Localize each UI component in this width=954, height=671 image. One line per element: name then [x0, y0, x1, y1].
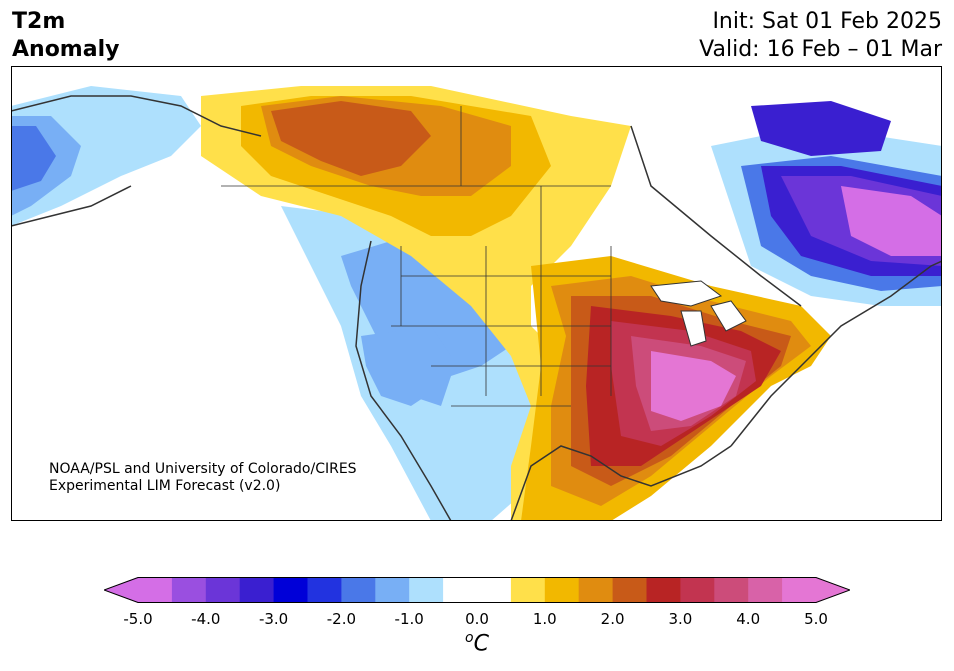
- unit-label: oC: [465, 630, 489, 656]
- unit-base: C: [473, 631, 489, 657]
- title-right: Init: Sat 01 Feb 2025 Valid: 16 Feb – 01…: [699, 8, 942, 64]
- colorbar-tick-label: -5.0: [123, 610, 153, 628]
- colorbar-outline: [104, 577, 850, 603]
- anomaly-area-magenta-quebec: [841, 186, 942, 256]
- unit-sup: o: [465, 630, 474, 646]
- colorbar-ticks: -5.0 -4.0 -3.0 -2.0 -1.0 0.0 1.0 2.0 3.0 4.0 5.0: [0, 610, 954, 630]
- init-date: Init: Sat 01 Feb 2025: [712, 9, 942, 34]
- colorbar-tick-label: -2.0: [326, 610, 357, 628]
- colorbar-segment: [612, 577, 647, 603]
- colorbar-segment: [544, 577, 580, 603]
- colorbar-segment: [782, 577, 817, 603]
- colorbar-segment: [375, 577, 410, 603]
- credit-line1: NOAA/PSL and University of Colorado/CIRE…: [49, 461, 357, 477]
- colorbar-segment: [171, 577, 207, 603]
- anomaly-area-rust-canada: [271, 101, 431, 176]
- colorbar-segment: [341, 577, 376, 603]
- title-anomaly: Anomaly: [12, 37, 120, 62]
- great-lakes: [650, 280, 747, 347]
- valid-period: Valid: 16 Feb – 01 Mar: [699, 37, 942, 62]
- colorbar-segment: [273, 577, 308, 603]
- anomaly-area-blue-west2: [361, 326, 451, 406]
- colorbar-under-arrow: [104, 577, 138, 603]
- colorbar-segment: [646, 577, 681, 603]
- colorbar-segment: [510, 577, 546, 603]
- state-borders: [221, 106, 612, 407]
- colorbar-over-arrow: [816, 577, 850, 603]
- colorbar-tick-label: -3.0: [258, 610, 289, 628]
- colorbar-segment: [748, 577, 783, 603]
- coastlines: [11, 95, 942, 521]
- credit-line2: Experimental LIM Forecast (v2.0): [49, 478, 281, 494]
- anomaly-map: [11, 66, 942, 521]
- anomaly-area-alaska-dark-blue: [11, 126, 56, 191]
- anomaly-area-blue-baffin: [751, 101, 891, 156]
- colorbar-tick-label: -1.0: [394, 610, 424, 628]
- colorbar-segment: [578, 577, 614, 603]
- title-variable: T2m: [12, 9, 66, 34]
- title-left: T2m Anomaly: [12, 8, 119, 64]
- colorbar-segment: [680, 577, 715, 603]
- credit-text: NOAA/PSL and University of Colorado/CIRE…: [49, 461, 357, 495]
- colorbar-segment: [443, 577, 478, 603]
- colorbar-segment: [477, 577, 512, 603]
- colorbar-segment: [307, 577, 342, 603]
- colorbar-segment: [205, 577, 241, 603]
- colorbar-tick-label: 5.0: [804, 610, 828, 628]
- colorbar-tick-label: 4.0: [736, 610, 761, 628]
- anomaly-area-alaska-light-blue: [11, 86, 201, 226]
- anomaly-area-pink-east: [651, 351, 736, 421]
- colorbar-tick-label: 2.0: [600, 610, 625, 628]
- map-frame: [11, 66, 942, 521]
- colorbar-segment: [409, 577, 444, 603]
- colorbar-tick-label: -4.0: [191, 610, 221, 628]
- colorbar: [104, 577, 850, 603]
- colorbar-tick-label: 1.0: [532, 610, 557, 628]
- colorbar-tick-label: 3.0: [668, 610, 693, 628]
- colorbar-tick-label: 0.0: [465, 610, 489, 628]
- colorbar-segment: [714, 577, 749, 603]
- colorbar-segment: [239, 577, 275, 603]
- colorbar-segment: [138, 577, 173, 603]
